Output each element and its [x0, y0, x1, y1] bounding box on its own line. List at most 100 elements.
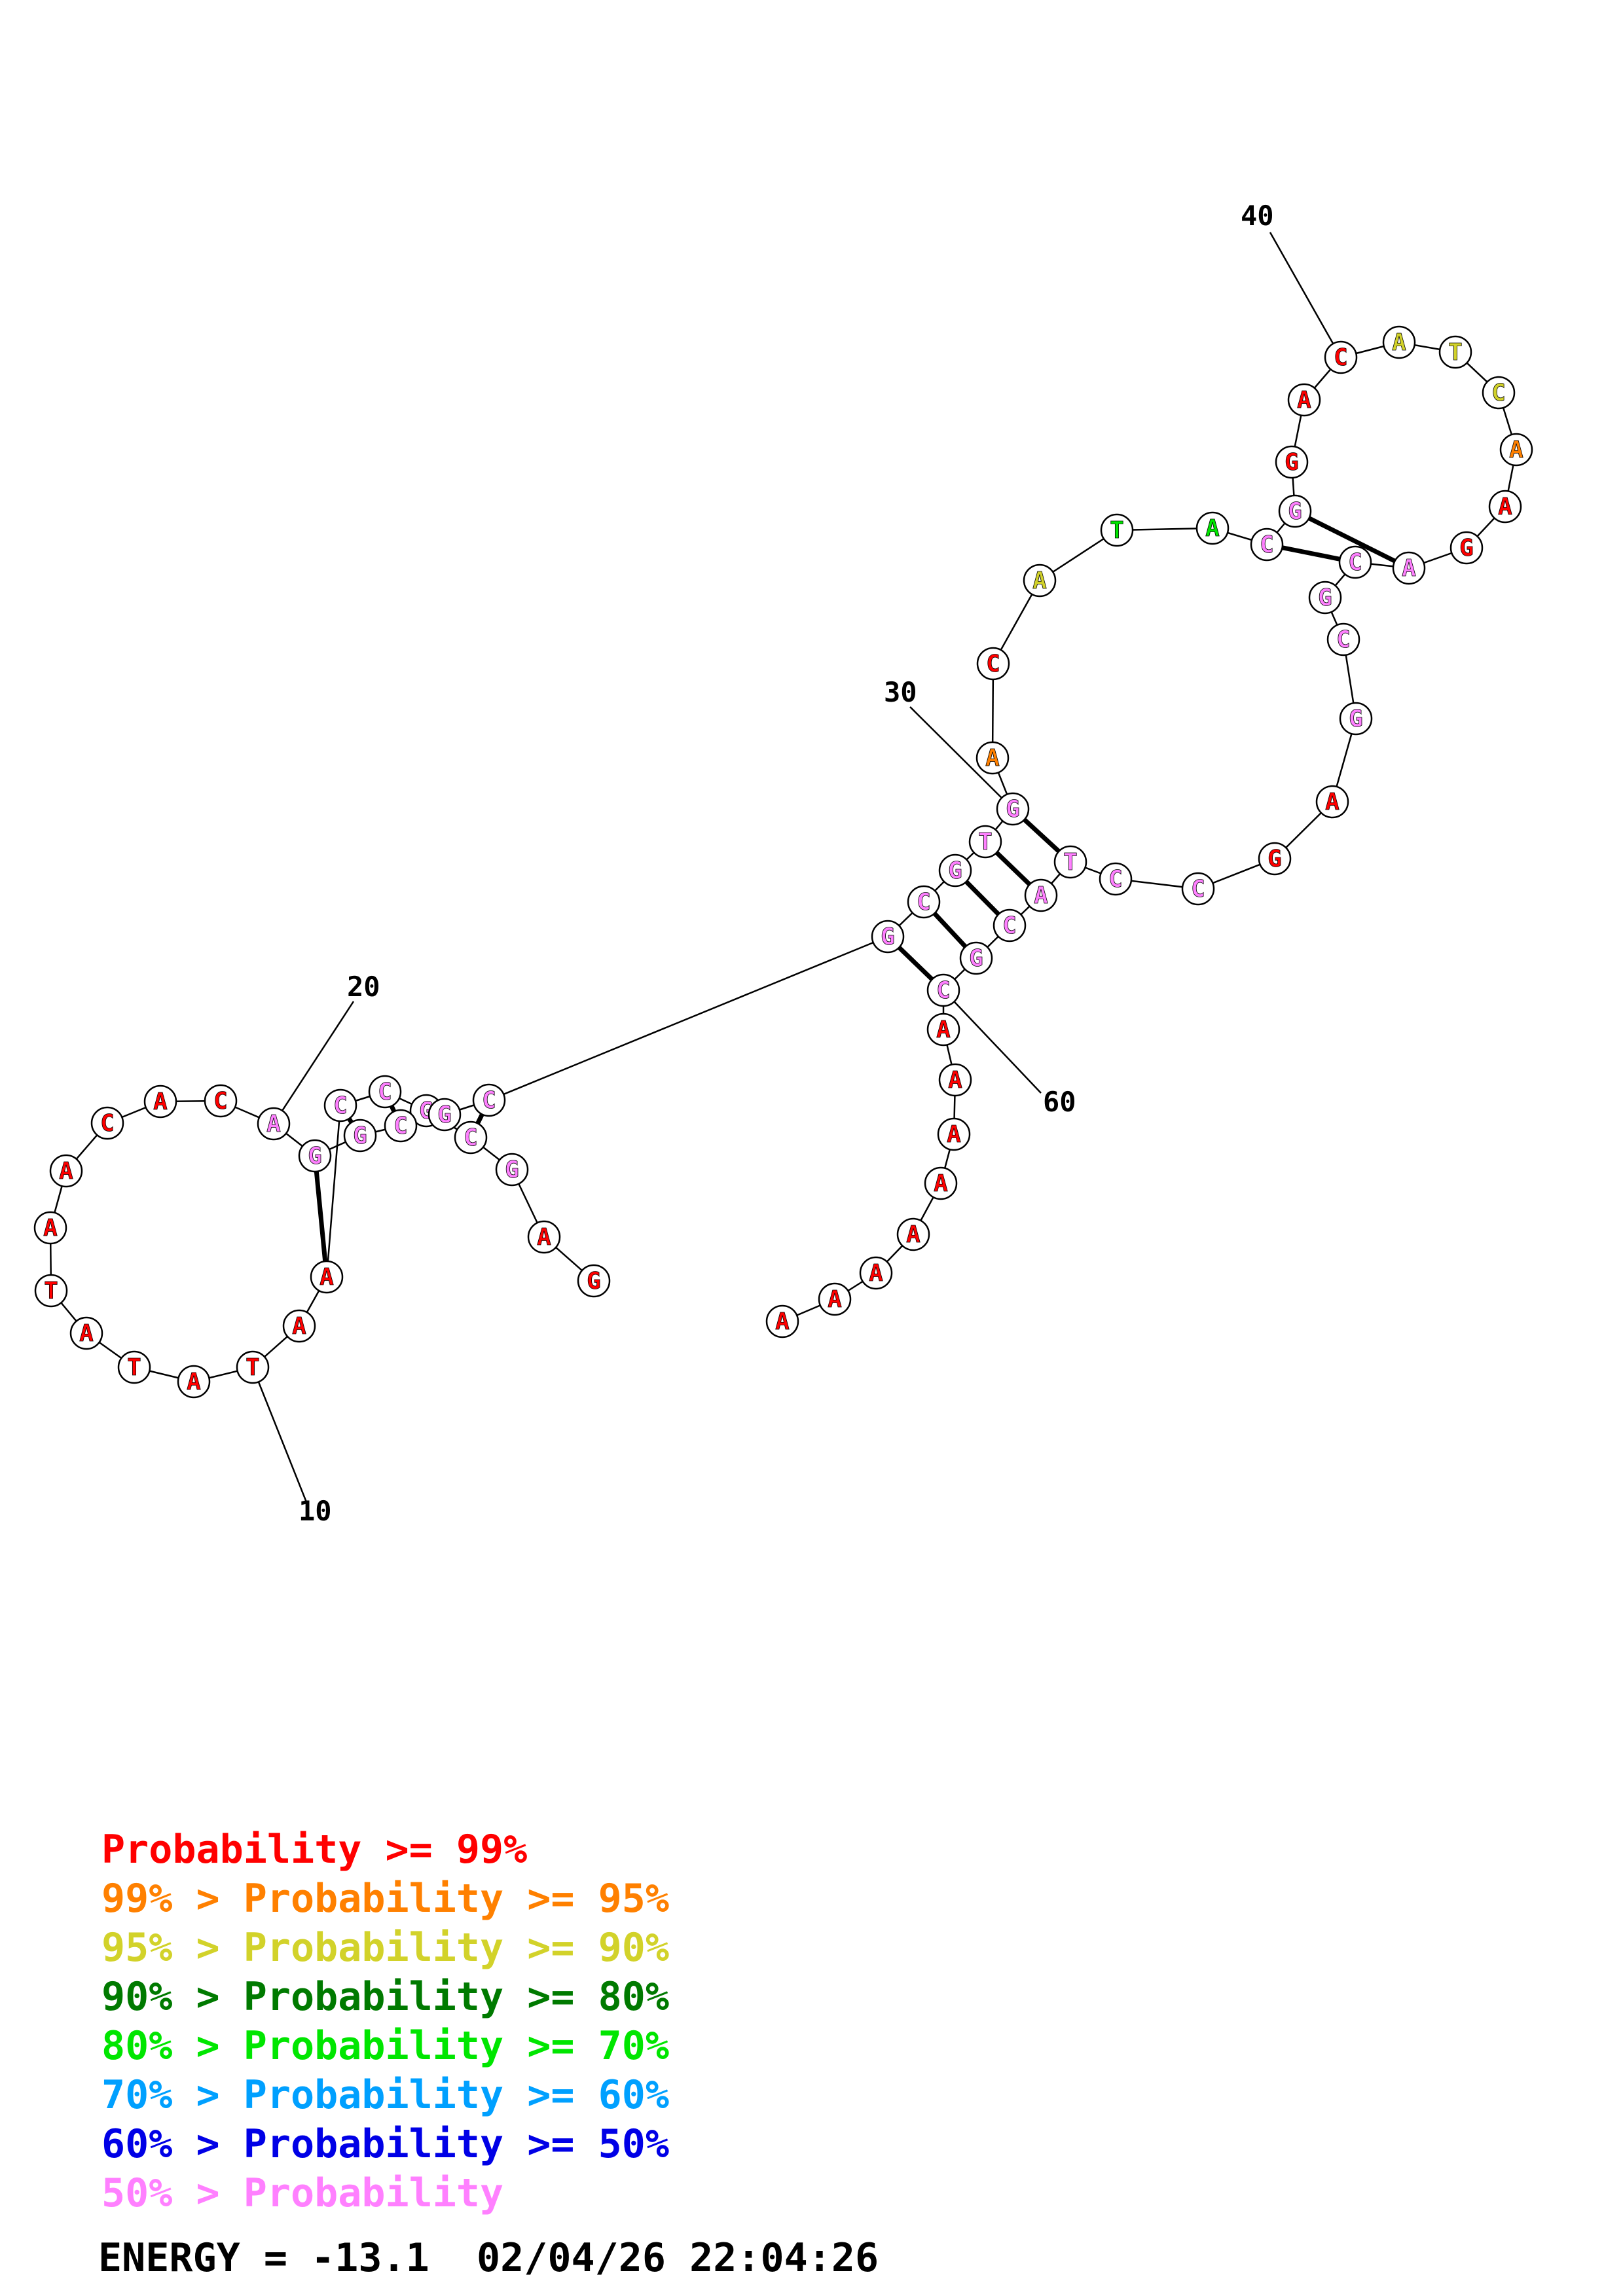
- base-c: C: [384, 1109, 418, 1143]
- base-t: T: [968, 825, 1002, 859]
- base-t: T: [117, 1350, 151, 1384]
- base-circle: [1339, 702, 1373, 736]
- base-letter: A: [187, 1369, 201, 1395]
- position-tick: [272, 1001, 355, 1124]
- legend-line-1: Probability >= 99%: [101, 1827, 527, 1873]
- legend-prefix-2: 99% >: [101, 1876, 244, 1922]
- base-circle: [896, 1217, 930, 1251]
- base-circle: [577, 1264, 611, 1298]
- base-circle: [1392, 551, 1426, 585]
- position-ticks: [251, 232, 1342, 1506]
- base-c: C: [1324, 340, 1358, 374]
- base-letter: C: [1191, 876, 1205, 903]
- base-circle: [996, 792, 1030, 826]
- legend-line-6: 70% > Probability >= 60%: [101, 2072, 669, 2118]
- base-letter: C: [213, 1088, 228, 1115]
- base-letter: G: [948, 857, 962, 884]
- base-letter: G: [505, 1157, 519, 1183]
- base-letter: A: [79, 1320, 94, 1347]
- legend-line-2: 99% > Probability >= 95%: [101, 1876, 669, 1922]
- base-letter: C: [378, 1079, 392, 1105]
- base-a: A: [527, 1220, 561, 1254]
- legend-prefix-6: 70% >: [101, 2072, 244, 2118]
- base-g: G: [1278, 494, 1312, 528]
- backbone-segment: [488, 935, 888, 1102]
- base-t: T: [1053, 845, 1087, 879]
- base-circle: [310, 1260, 344, 1294]
- legend-text-4: Probability >= 80%: [244, 1974, 669, 2020]
- base-letter: G: [437, 1102, 452, 1128]
- base-a: A: [1315, 785, 1349, 819]
- base-circle: [236, 1350, 270, 1384]
- base-g: G: [298, 1139, 332, 1173]
- base-letter: T: [246, 1354, 260, 1381]
- base-circle: [1023, 564, 1057, 598]
- backbone-segment: [325, 1105, 342, 1278]
- base-circle: [818, 1282, 852, 1316]
- base-letter: A: [1032, 567, 1047, 594]
- base-a: A: [69, 1316, 103, 1350]
- legend-line-5: 80% > Probability >= 70%: [101, 2023, 669, 2069]
- base-letter: C: [464, 1124, 478, 1151]
- base-letter: C: [1260, 531, 1274, 558]
- legend-prefix-4: 90% >: [101, 1974, 244, 2020]
- legend-line-4: 90% > Probability >= 80%: [101, 1974, 669, 2020]
- base-circle: [323, 1088, 357, 1122]
- base-circle: [1250, 528, 1284, 562]
- base-letter: G: [1285, 449, 1299, 476]
- base-letter: C: [1348, 549, 1362, 576]
- base-t: T: [1100, 513, 1134, 547]
- base-c: C: [1482, 376, 1516, 410]
- base-g: G: [1308, 581, 1342, 615]
- base-letter: A: [43, 1215, 58, 1242]
- base-circle: [90, 1106, 124, 1140]
- base-c: C: [976, 647, 1010, 681]
- base-a: A: [1195, 511, 1230, 545]
- base-g: G: [1258, 842, 1292, 876]
- base-letter: G: [881, 924, 895, 950]
- base-letter: A: [869, 1260, 883, 1287]
- position-label-10: 10: [299, 1495, 332, 1527]
- base-letter: A: [906, 1221, 921, 1248]
- base-letter: A: [292, 1313, 306, 1340]
- base-letter: G: [1459, 535, 1474, 562]
- base-c: C: [1099, 862, 1133, 896]
- base-a: A: [896, 1217, 930, 1251]
- base-g: G: [428, 1098, 462, 1132]
- position-tick: [1269, 232, 1342, 358]
- base-g: G: [1275, 445, 1309, 479]
- base-circle: [1195, 511, 1230, 545]
- base-a: A: [1287, 383, 1321, 417]
- base-letter: G: [1318, 584, 1332, 611]
- base-circle: [1287, 383, 1321, 417]
- base-letter: A: [934, 1170, 948, 1197]
- base-letter: C: [1002, 912, 1017, 939]
- base-c: C: [993, 908, 1027, 942]
- base-letter: A: [948, 1067, 962, 1094]
- base-letter: A: [1392, 329, 1406, 356]
- base-circle: [1326, 622, 1360, 656]
- base-a: A: [926, 1013, 960, 1047]
- base-letter: C: [1108, 866, 1123, 893]
- base-pair-bonds: [312, 509, 1410, 1278]
- base-letter: G: [587, 1268, 601, 1295]
- base-letter: C: [1336, 626, 1351, 653]
- legend-text-6: Probability >= 60%: [244, 2072, 669, 2118]
- base-a: A: [143, 1085, 177, 1119]
- base-letter: T: [1063, 849, 1078, 876]
- base-circle: [34, 1274, 68, 1308]
- base-circle: [204, 1084, 238, 1118]
- base-circle: [49, 1154, 83, 1188]
- energy-timestamp: ENERGY = -13.1 02/04/26 22:04:26: [98, 2235, 879, 2281]
- base-circle: [343, 1119, 377, 1153]
- base-letter: A: [266, 1111, 281, 1138]
- base-circle: [1438, 335, 1472, 369]
- base-c: C: [907, 885, 941, 919]
- base-letter: A: [985, 745, 1000, 772]
- base-a: A: [1499, 433, 1533, 467]
- base-letter: C: [482, 1087, 496, 1114]
- position-tick: [909, 706, 1013, 810]
- base-letter: G: [1267, 846, 1282, 872]
- base-a: A: [818, 1282, 852, 1316]
